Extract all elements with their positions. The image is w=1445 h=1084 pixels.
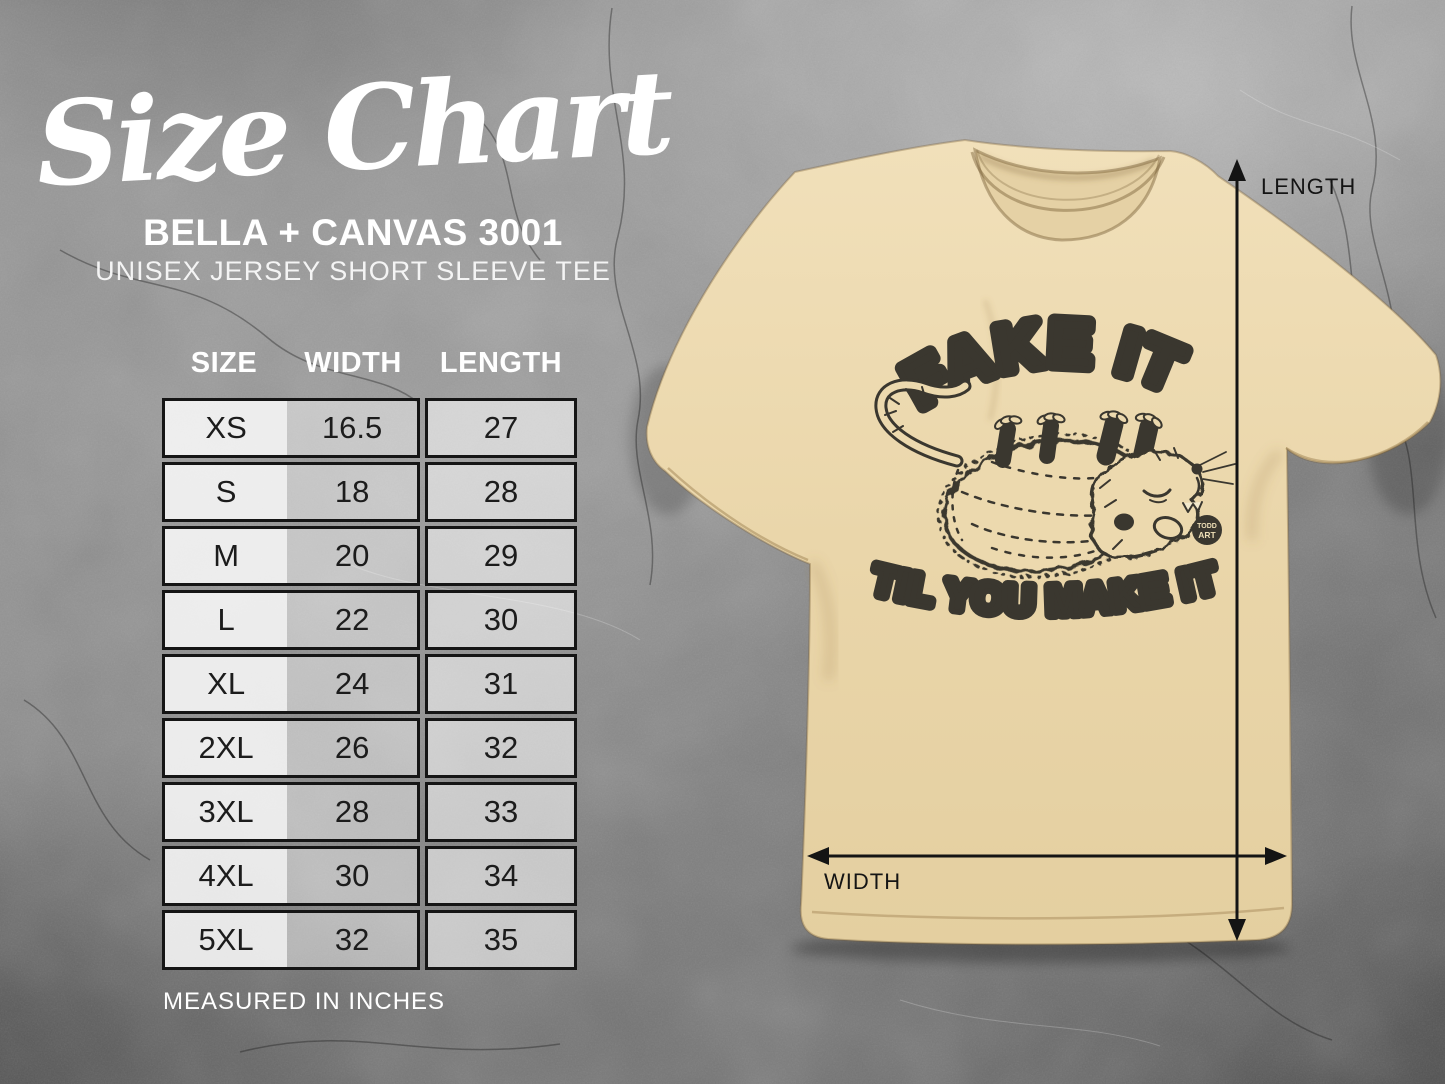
column-header-width: WIDTH [304, 346, 402, 379]
size-cell: L [165, 593, 288, 647]
width-cell: 30 [287, 849, 417, 903]
width-label: WIDTH [824, 869, 901, 894]
badge-line1: TODD [1197, 523, 1217, 530]
table-header: SIZE WIDTH LENGTH [162, 341, 577, 385]
opossum-head [1089, 447, 1236, 560]
length-cell: 35 [425, 910, 577, 970]
opossum-tail [874, 378, 972, 468]
length-label: LENGTH [1261, 174, 1356, 199]
width-cell: 24 [287, 657, 417, 711]
width-cell: 18 [287, 465, 417, 519]
width-cell: 20 [287, 529, 417, 583]
width-cell: 26 [287, 721, 417, 775]
length-cell: 28 [425, 462, 577, 522]
width-cell: 22 [287, 593, 417, 647]
table-row: 4XL 30 34 [162, 846, 577, 906]
size-cell: XL [165, 657, 288, 711]
units-note: MEASURED IN INCHES [163, 988, 446, 1015]
width-cell: 28 [287, 785, 417, 839]
width-arrow [807, 847, 1287, 865]
table-row: L 22 30 [162, 590, 577, 650]
size-cell: M [165, 529, 288, 583]
length-arrow [1228, 159, 1246, 941]
page-title: Size Chart [32, 44, 674, 214]
size-table: XS 16.5 27 S 18 28 M 20 29 L 22 30 XL 24 31 2… [162, 398, 577, 974]
measurement-annotations: LENGTH WIDTH [807, 159, 1356, 941]
column-header-length: LENGTH [439, 346, 563, 379]
width-cell: 32 [287, 913, 417, 967]
table-row: M 20 29 [162, 526, 577, 586]
size-cell: 2XL [165, 721, 288, 775]
size-cell: 3XL [165, 785, 288, 839]
length-cell: 30 [425, 590, 577, 650]
table-row: 5XL 32 35 [162, 910, 577, 970]
size-cell: S [165, 465, 288, 519]
table-row: S 18 28 [162, 462, 577, 522]
length-cell: 29 [425, 526, 577, 586]
table-row: XS 16.5 27 [162, 398, 577, 458]
table-row: 3XL 28 33 [162, 782, 577, 842]
product-line: UNISEX JERSEY SHORT SLEEVE TEE [95, 256, 611, 286]
table-row: XL 24 31 [162, 654, 577, 714]
length-cell: 27 [425, 398, 577, 458]
opossum-illustration: TODD ART [874, 378, 1236, 579]
length-cell: 32 [425, 718, 577, 778]
fabric-seams [667, 299, 1429, 920]
badge-line2: ART [1198, 530, 1216, 540]
artist-badge: TODD ART [1192, 515, 1222, 545]
column-header-size: SIZE [190, 346, 258, 379]
size-cell: 5XL [165, 913, 288, 967]
opossum-legs [990, 407, 1167, 468]
brand-line: BELLA + CANVAS 3001 [143, 212, 563, 253]
collar [970, 147, 1166, 242]
length-cell: 31 [425, 654, 577, 714]
table-row: 2XL 26 32 [162, 718, 577, 778]
size-cell: XS [165, 401, 288, 455]
length-cell: 34 [425, 846, 577, 906]
length-cell: 33 [425, 782, 577, 842]
size-cell: 4XL [165, 849, 288, 903]
width-cell: 16.5 [287, 401, 417, 455]
